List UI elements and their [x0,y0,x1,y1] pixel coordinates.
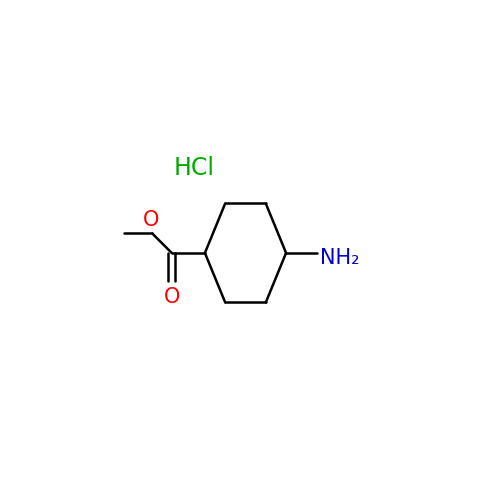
Text: O: O [163,287,180,307]
Text: O: O [143,210,160,230]
Text: HCl: HCl [173,156,214,180]
Text: NH₂: NH₂ [320,248,360,268]
